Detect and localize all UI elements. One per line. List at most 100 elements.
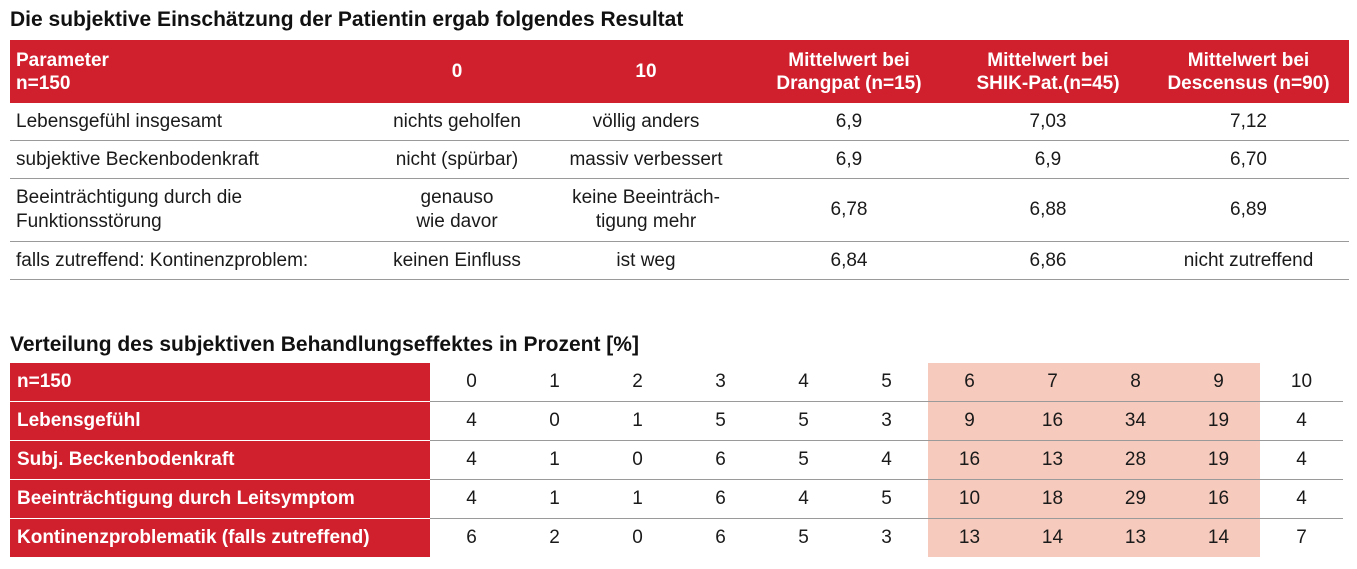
percent-cell: 6 xyxy=(679,440,762,480)
percent-cell: 9 xyxy=(928,401,1011,441)
cell-text-line: nicht (spürbar) xyxy=(395,148,519,170)
header-parameter: Parameter n=150 xyxy=(10,40,372,103)
cell-text-line: Funktionsstörung xyxy=(16,211,162,232)
percent-cell: 4 xyxy=(430,479,513,519)
cell-text-line: SHIK-Pat.(n=45) xyxy=(976,72,1120,94)
percent-cell: 34 xyxy=(1094,401,1177,441)
mean-value-cell: 6,78 xyxy=(750,178,948,242)
scale-header-cell: 8 xyxy=(1094,363,1177,402)
treatment-effect-distribution-table: n=150 0 1 2 3 4 5 6 7 8 9 10 Lebensgefühl 4 0 1 5 5 3 9 16 34… xyxy=(10,363,1343,557)
percent-cell: 4 xyxy=(845,440,928,480)
percent-cell: 16 xyxy=(1177,479,1260,519)
cell-text-line: 10 xyxy=(635,61,657,82)
percent-cell: 1 xyxy=(513,479,596,519)
scale-ten-cell: ist weg xyxy=(542,241,750,280)
percent-cell: 5 xyxy=(798,527,809,548)
scale-header-cell: 1 xyxy=(513,363,596,402)
scale-ten-cell: keine Beeinträch-tigung mehr xyxy=(542,178,750,242)
percent-cell: 16 xyxy=(1011,401,1094,441)
percent-cell: 13 xyxy=(1011,440,1094,480)
mean-value-cell: 7,12 xyxy=(1148,103,1349,141)
percent-cell: 28 xyxy=(1094,440,1177,480)
cell-text-line: keinen Einfluss xyxy=(393,249,521,271)
percent-cell: 6 xyxy=(466,527,477,548)
scale-header-cell: 0 xyxy=(430,363,513,402)
scale-header-cell: 9 xyxy=(1177,363,1260,402)
table-row: falls zutreffend: Kontinenzproblem: keine… xyxy=(10,241,1349,280)
percent-cell: 19 xyxy=(1177,401,1260,441)
cell-text-line: falls zutreffend: Kontinenzproblem: xyxy=(16,249,309,271)
percent-cell: 0 xyxy=(513,401,596,441)
scale-header-cell: 2 xyxy=(596,363,679,402)
scale-ten-cell: völlig anders xyxy=(542,103,750,141)
cell-text-line: Parameter xyxy=(16,49,109,71)
cell-text-line: genauso xyxy=(420,187,494,208)
scale-ten-cell: massiv verbessert xyxy=(542,140,750,179)
cell-text-line: subjektive Beckenbodenkraft xyxy=(16,148,259,170)
percent-cell: 5 xyxy=(762,440,845,480)
sample-size-label: n=150 xyxy=(10,363,430,402)
percent-cell: 1 xyxy=(596,479,679,519)
row-label: Kontinenzproblematik (falls zutreffend) xyxy=(10,518,430,557)
table-row: Kontinenzproblematik (falls zutreffend) 6… xyxy=(10,518,1343,557)
table-row: subjektive Beckenbodenkraft nicht (spürba… xyxy=(10,140,1349,179)
percent-cell: 19 xyxy=(1177,440,1260,480)
mean-value-cell: 6,70 xyxy=(1148,140,1349,179)
scale-zero-cell: keinen Einfluss xyxy=(372,241,542,280)
percent-cell: 4 xyxy=(1260,440,1343,480)
scale-zero-cell: genauso wie davor xyxy=(372,178,542,242)
scale-header-cell: 7 xyxy=(1011,363,1094,402)
parameter-cell: falls zutreffend: Kontinenzproblem: xyxy=(10,241,372,280)
header-mean-shik: Mittelwert bei SHIK-Pat.(n=45) xyxy=(948,40,1148,103)
percent-cell: 4 xyxy=(430,440,513,480)
percent-cell: 29 xyxy=(1094,479,1177,519)
header-mean-descensus: Mittelwert bei Descensus (n=90) xyxy=(1148,40,1349,103)
percent-cell: 4 xyxy=(1260,401,1343,441)
cell-text-line: ist weg xyxy=(616,249,676,271)
mean-value-cell: 6,9 xyxy=(750,140,948,179)
cell-text-line: völlig anders xyxy=(592,110,700,132)
scale-zero-cell: nicht (spürbar) xyxy=(372,140,542,179)
percent-cell: 5 xyxy=(762,401,845,441)
scale-header-cell: 5 xyxy=(845,363,928,402)
subjective-assessment-table: Parameter n=150 0 10 Mittelwert bei Drangpat … xyxy=(10,40,1349,280)
scale-header-cell: 4 xyxy=(762,363,845,402)
scale-header-cell: 6 xyxy=(928,363,1011,402)
percent-cell: 18 xyxy=(1011,479,1094,519)
percent-cell: 4 xyxy=(1260,479,1343,519)
cell-text-line: Mittelwert bei xyxy=(987,49,1109,71)
cell-text-line: 0 xyxy=(451,61,463,82)
cell-text-line: Mittelwert bei xyxy=(788,49,910,71)
cell-text-line: Descensus (n=90) xyxy=(1167,72,1330,94)
cell-text-line: massiv verbessert xyxy=(569,148,723,170)
percent-cell: 5 xyxy=(679,401,762,441)
percent-cell: 3 xyxy=(881,527,892,548)
row-label: Beeinträchtigung durch Leitsymptom xyxy=(10,479,430,519)
row-label: Lebensgefühl xyxy=(10,401,430,441)
header-mean-drangpat: Mittelwert bei Drangpat (n=15) xyxy=(750,40,948,103)
table1-header-row: Parameter n=150 0 10 Mittelwert bei Drangpat … xyxy=(10,40,1349,103)
percent-cell: 4 xyxy=(430,401,513,441)
mean-value-cell: 6,84 xyxy=(750,241,948,280)
mean-value-cell: 6,9 xyxy=(750,103,948,141)
scale-header-cell: 10 xyxy=(1260,363,1343,402)
scale-zero-cell: nichts geholfen xyxy=(372,103,542,141)
cell-text-line: n=150 xyxy=(16,72,71,94)
parameter-cell: Beeinträchtigung durch die Funktionsstöru… xyxy=(10,178,372,242)
percent-cell: 4 xyxy=(762,479,845,519)
percent-cell: 2 xyxy=(549,527,560,548)
percent-cell: 13 xyxy=(928,518,1011,557)
table-row: Subj. Beckenbodenkraft 4 1 0 6 5 4 16 13 28 19 4 xyxy=(10,440,1343,480)
parameter-cell: subjektive Beckenbodenkraft xyxy=(10,140,372,179)
cell-text-line: keine Beeinträch- xyxy=(572,187,720,208)
percent-cell: 1 xyxy=(596,401,679,441)
cell-text-line: Drangpat (n=15) xyxy=(776,72,922,94)
table2-header-row: n=150 0 1 2 3 4 5 6 7 8 9 10 xyxy=(10,363,1343,402)
table-row: Lebensgefühl 4 0 1 5 5 3 9 16 34 19 4 xyxy=(10,401,1343,441)
mean-value-cell: 6,89 xyxy=(1148,178,1349,242)
percent-cell: 6 xyxy=(679,479,762,519)
table-row: Beeinträchtigung durch die Funktionsstöru… xyxy=(10,178,1349,242)
percent-cell: 1 xyxy=(513,440,596,480)
table-row: Lebensgefühl insgesamt nichts geholfen völ… xyxy=(10,103,1349,141)
cell-text-line: Lebensgefühl insgesamt xyxy=(16,110,222,132)
